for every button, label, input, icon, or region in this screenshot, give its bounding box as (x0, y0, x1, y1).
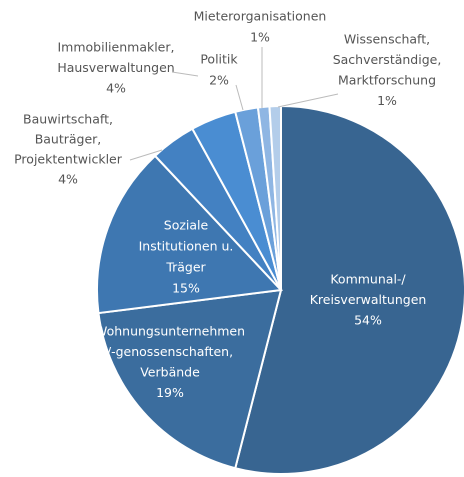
slice-label: Verbände (140, 365, 200, 380)
value-label: 4% (106, 81, 126, 96)
leader-line (171, 71, 199, 77)
slice-label: Bauwirtschaft, (23, 112, 113, 127)
slice-label: Marktforschung (338, 73, 436, 88)
value-label: 2% (209, 73, 229, 88)
value-label: 1% (377, 93, 397, 108)
slice-label: Institutionen u. (139, 239, 234, 254)
slice-label: Projektentwickler (14, 152, 123, 167)
slice-label: Wissenschaft, (344, 32, 430, 47)
value-label: 15% (172, 281, 200, 296)
slice-label: Träger (165, 260, 206, 275)
value-label: 54% (354, 313, 382, 328)
slice-label: Bauträger, (35, 132, 102, 147)
leader-line (277, 93, 339, 108)
slice-label: Mieterorganisationen (194, 9, 327, 24)
slice-label: Immobilienmakler, (57, 40, 174, 55)
pie-slice (96, 154, 284, 315)
slice-label: Kreisverwaltungen (310, 292, 427, 307)
value-label: 4% (58, 172, 78, 187)
slice-label: Wohnungsunternehmen (95, 324, 245, 339)
value-label: 1% (250, 30, 270, 45)
pie-slice (97, 288, 283, 470)
slice-label: Soziale (164, 218, 209, 233)
slice-label: Kommunal-/ (330, 272, 406, 287)
slice-label: Hausverwaltungen (57, 60, 174, 75)
slice-label: Sachverständige, (333, 52, 442, 67)
slice-label: Politik (200, 52, 238, 67)
value-label: 19% (156, 385, 184, 400)
slice-label: /-genossenschaften, (107, 344, 233, 359)
leader-line (235, 84, 244, 111)
leader-line (129, 149, 163, 161)
